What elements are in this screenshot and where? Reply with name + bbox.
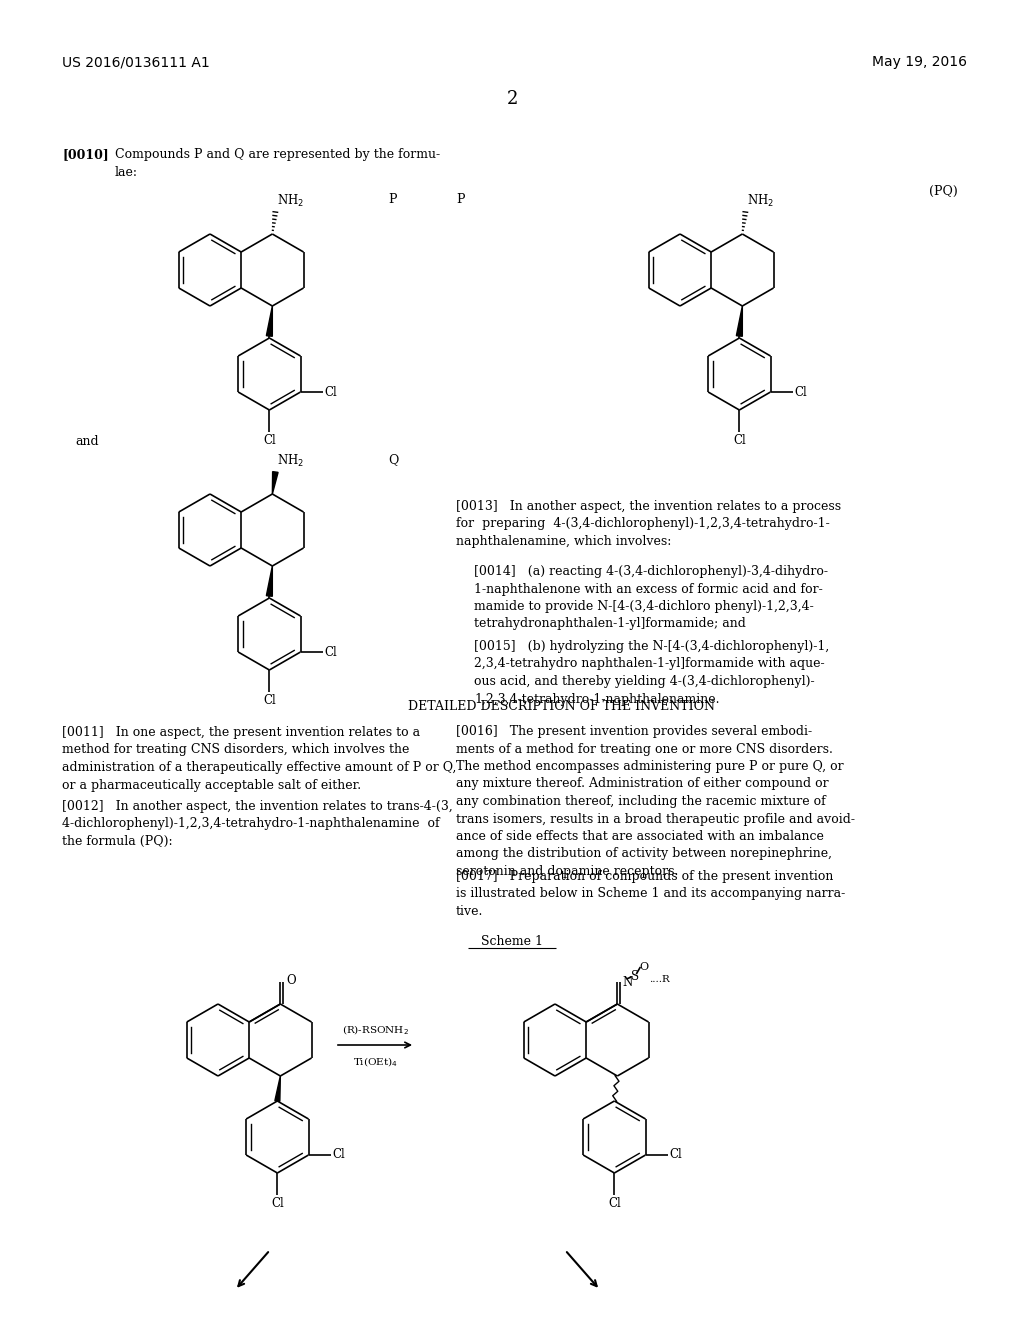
Text: Cl: Cl [263, 694, 275, 708]
Text: Ti(OEt)$_4$: Ti(OEt)$_4$ [352, 1055, 397, 1069]
Text: US 2016/0136111 A1: US 2016/0136111 A1 [62, 55, 210, 69]
Text: [0013]   In another aspect, the invention relates to a process
for  preparing  4: [0013] In another aspect, the invention … [456, 500, 841, 548]
Text: [0010]: [0010] [62, 148, 109, 161]
Text: O: O [639, 962, 648, 972]
Polygon shape [736, 306, 742, 337]
Text: Scheme 1: Scheme 1 [481, 935, 543, 948]
Text: [0012]   In another aspect, the invention relates to trans-4-(3,
4-dichloropheny: [0012] In another aspect, the invention … [62, 800, 453, 847]
Text: O: O [287, 974, 296, 986]
Text: NH$_2$: NH$_2$ [278, 453, 304, 469]
Text: Q: Q [388, 453, 398, 466]
Text: Cl: Cl [271, 1197, 284, 1210]
Text: [0017]   Preparation of compounds of the present invention
is illustrated below : [0017] Preparation of compounds of the p… [456, 870, 845, 917]
Text: P: P [388, 193, 396, 206]
Text: DETAILED DESCRIPTION OF THE INVENTION: DETAILED DESCRIPTION OF THE INVENTION [409, 700, 716, 713]
Polygon shape [266, 566, 272, 597]
Text: Cl: Cl [795, 385, 807, 399]
Text: N: N [623, 975, 633, 989]
Text: (R)-RSONH$_2$: (R)-RSONH$_2$ [342, 1023, 409, 1038]
Text: [0014]   (a) reacting 4-(3,4-dichlorophenyl)-3,4-dihydro-
1-naphthalenone with a: [0014] (a) reacting 4-(3,4-dichloropheny… [474, 565, 828, 631]
Text: [0016]   The present invention provides several embodi-
ments of a method for tr: [0016] The present invention provides se… [456, 725, 855, 878]
Polygon shape [266, 306, 272, 337]
Text: S: S [632, 970, 639, 983]
Text: Cl: Cl [670, 1148, 682, 1162]
Text: ....R: ....R [649, 974, 670, 983]
Text: Cl: Cl [333, 1148, 345, 1162]
Polygon shape [272, 471, 279, 494]
Text: (PQ): (PQ) [929, 185, 958, 198]
Text: [0015]   (b) hydrolyzing the N-[4-(3,4-dichlorophenyl)-1,
2,3,4-tetrahydro napht: [0015] (b) hydrolyzing the N-[4-(3,4-dic… [474, 640, 829, 705]
Text: Cl: Cl [733, 434, 745, 447]
Text: 2: 2 [506, 90, 518, 108]
Text: May 19, 2016: May 19, 2016 [872, 55, 967, 69]
Text: [0011]   In one aspect, the present invention relates to a
method for treating C: [0011] In one aspect, the present invent… [62, 726, 457, 792]
Text: Compounds P and Q are represented by the formu-
lae:: Compounds P and Q are represented by the… [115, 148, 440, 178]
Text: NH$_2$: NH$_2$ [748, 193, 774, 209]
Text: Cl: Cl [325, 385, 337, 399]
Polygon shape [274, 1076, 281, 1101]
Text: NH$_2$: NH$_2$ [278, 193, 304, 209]
Text: Cl: Cl [263, 434, 275, 447]
Text: P: P [456, 193, 465, 206]
Text: Cl: Cl [608, 1197, 621, 1210]
Text: Cl: Cl [325, 645, 337, 659]
Text: and: and [75, 436, 98, 447]
